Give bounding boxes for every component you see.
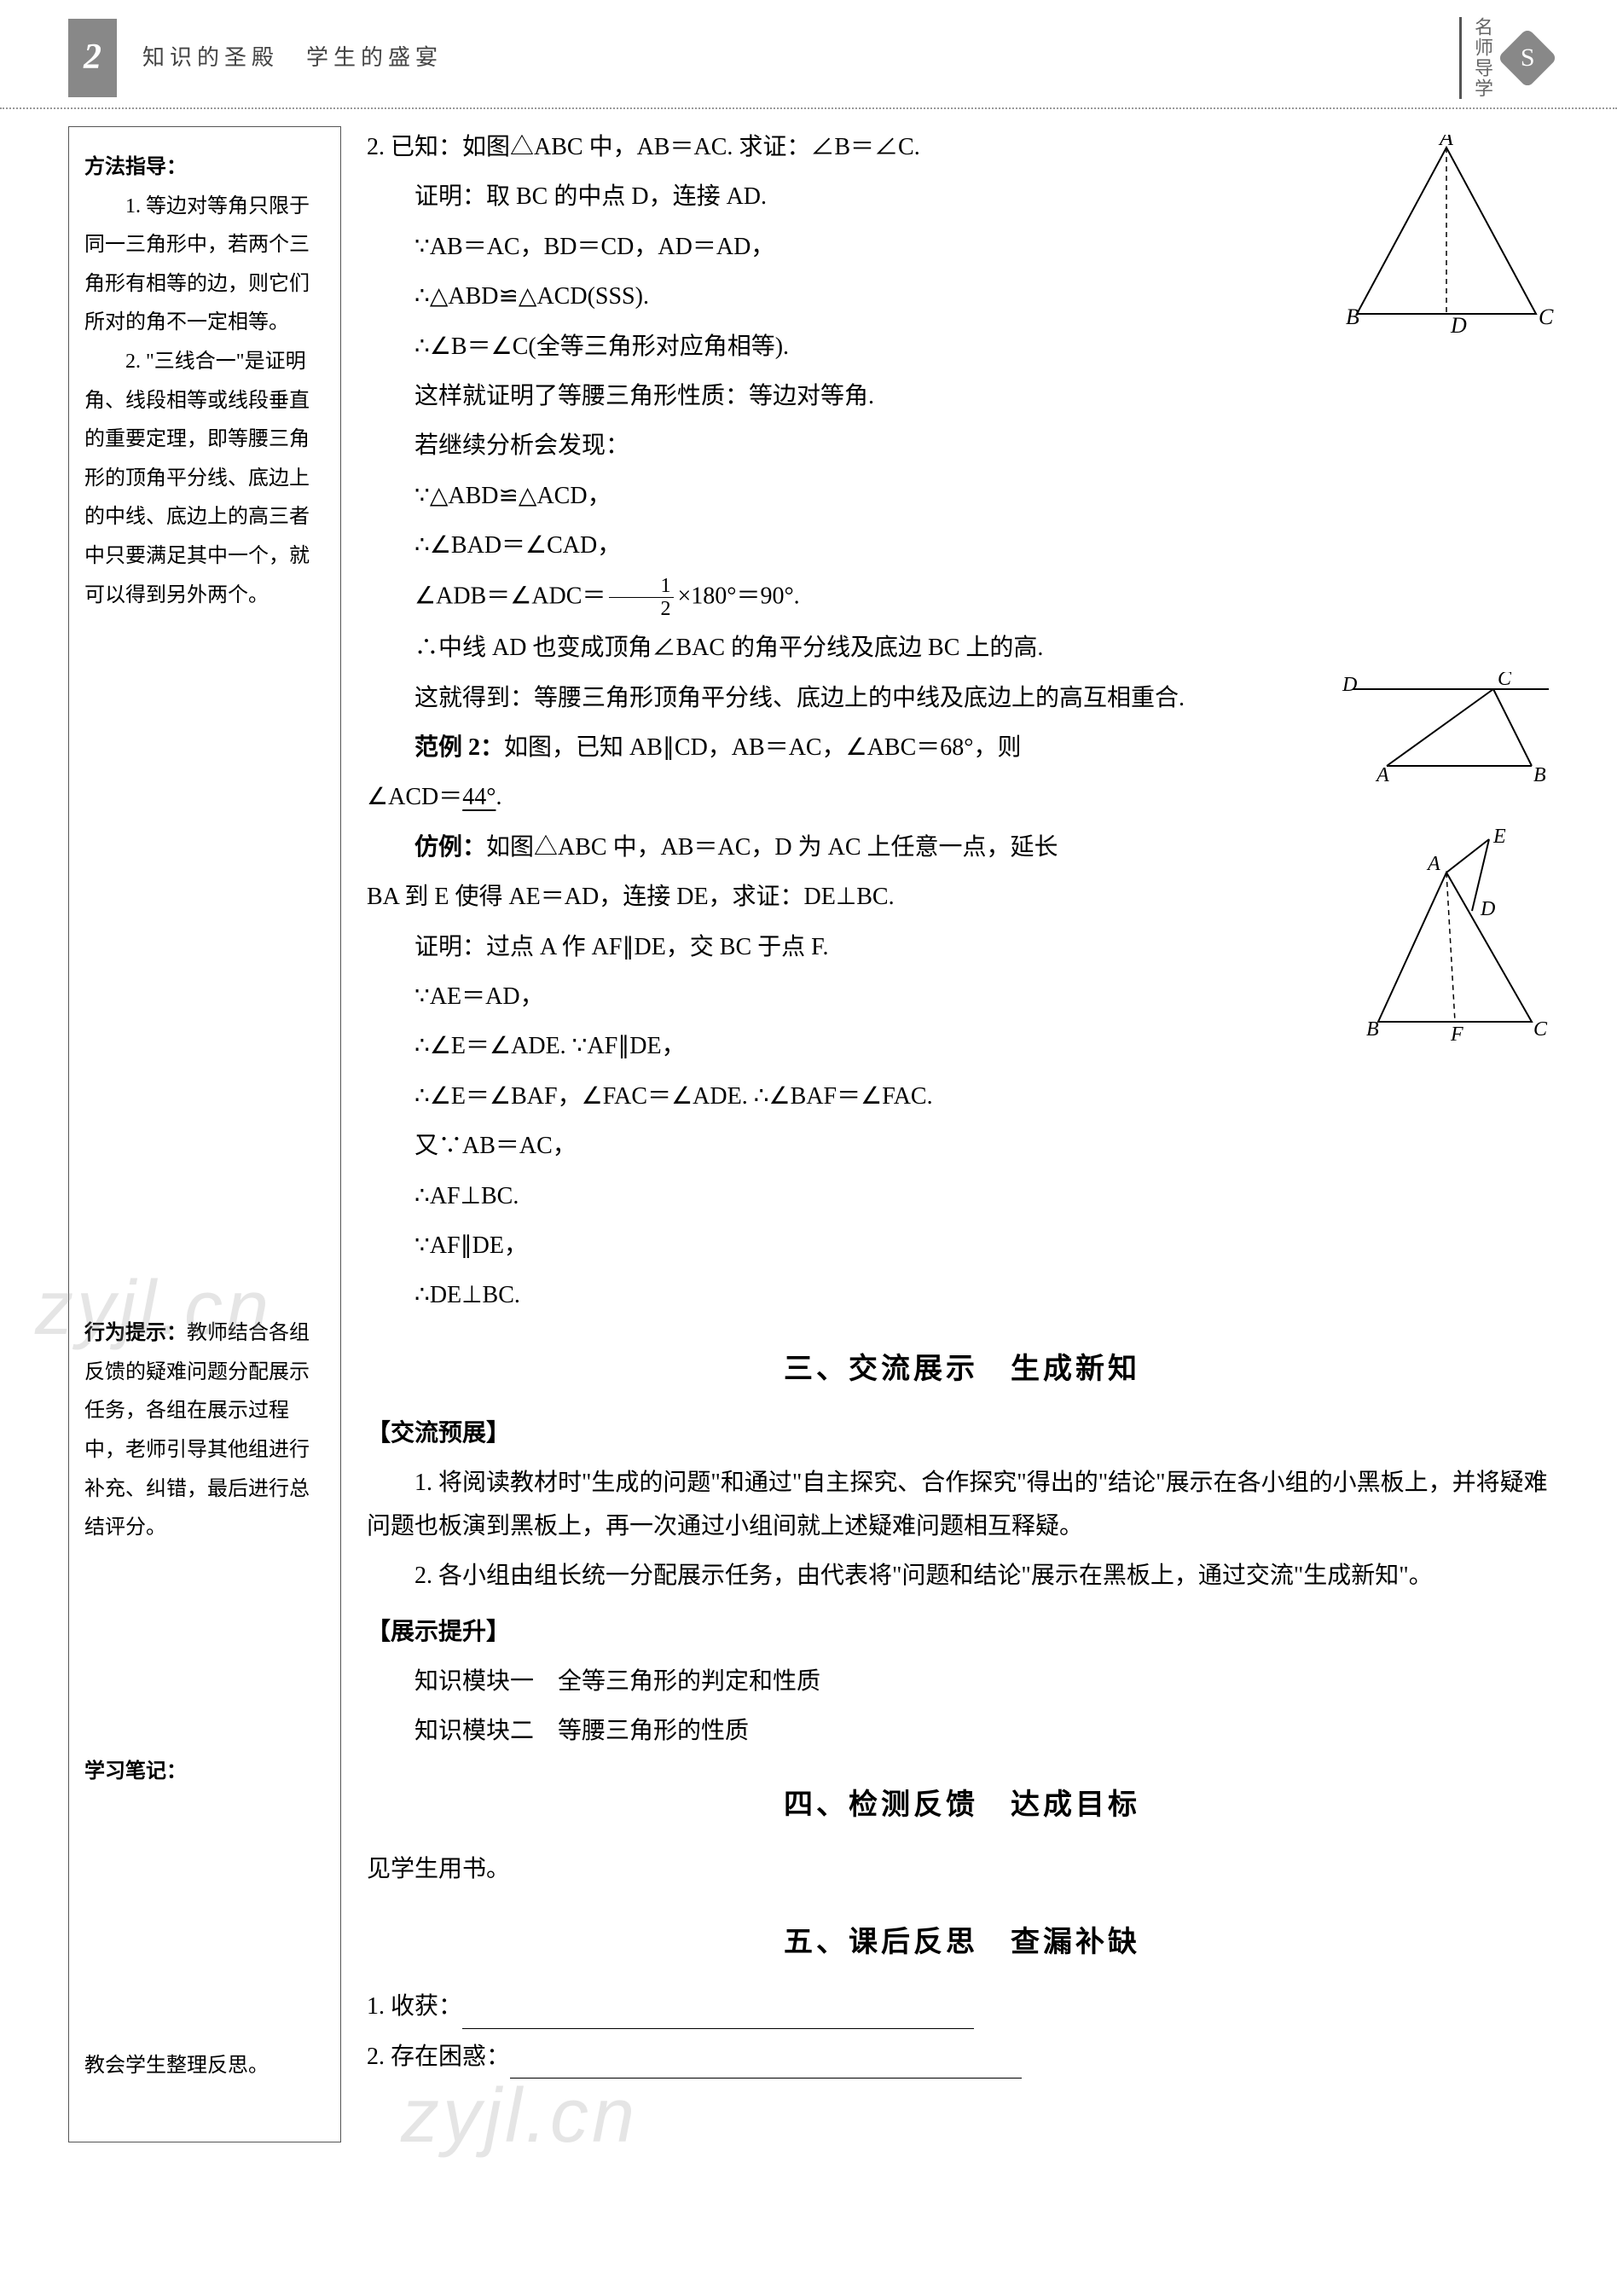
harvest-line: 1. 收获： [367, 1986, 1557, 2028]
behavior-title: 行为提示： [84, 1322, 187, 1344]
im-l5: ∴AF⊥BC. [367, 1175, 1319, 1218]
svg-text:D: D [1450, 313, 1467, 338]
q2-line3: ∴∠B＝∠C(全等三角形对应角相等). [367, 326, 1319, 368]
q2-proof-start: 证明：取 BC 的中点 D，连接 AD. [367, 176, 1319, 218]
behavior-text: 教师结合各组反馈的疑难问题分配展示任务，各组在展示过程中，老师引导其他组进行补充… [84, 1322, 310, 1539]
q2-line8: ∴中线 AD 也变成顶角∠BAC 的角平分线及底边 BC 上的高. [367, 627, 1319, 670]
harvest-blank[interactable] [462, 2005, 974, 2029]
svg-text:D: D [1342, 674, 1357, 696]
sec4-text: 见学生用书。 [367, 1848, 1557, 1891]
q2-line2: ∴△ABD≌△ACD(SSS). [367, 275, 1319, 318]
logo-text: 名师导学 [1459, 17, 1499, 99]
method-2: 2. "三线合一"是证明角、线段相等或线段垂直的重要定理，即等腰三角形的顶角平分… [84, 343, 325, 615]
svg-text:C: C [1498, 672, 1512, 690]
preview-title: 【交流预展】 [367, 1412, 1557, 1455]
q2-line6: ∴∠BAD＝∠CAD， [367, 525, 1319, 567]
preview-1: 1. 将阅读教材时"生成的问题"和通过"自主探究、合作探究"得出的"结论"展示在… [367, 1462, 1557, 1548]
sidebar: zyjl.cn 方法指导： 1. 等边对等角只限于同一三角形中，若两个三角形有相… [68, 126, 341, 2142]
module-1: 知识模块一 全等三角形的判定和性质 [367, 1661, 1557, 1703]
q2-line4: 这样就证明了等腰三角形性质：等边对等角. [367, 375, 1319, 418]
figure-triangle-extended: A E D B C F [1361, 826, 1557, 1047]
sidebar-reflect: 教会学生整理反思。 [84, 2047, 325, 2086]
notes-title: 学习笔记： [84, 1760, 187, 1783]
im-l7: ∴DE⊥BC. [367, 1274, 1319, 1317]
logo-icon: S [1498, 28, 1558, 89]
svg-text:A: A [1375, 764, 1389, 783]
example2-answer: 44° [462, 784, 496, 810]
svg-text:D: D [1480, 898, 1495, 920]
svg-text:A: A [1438, 135, 1453, 150]
im-l4: 又∵AB＝AC， [367, 1125, 1319, 1168]
svg-text:B: B [1346, 304, 1359, 329]
method-title: 方法指导： [84, 156, 187, 178]
example2: 范例 2：如图，已知 AB∥CD，AB＝AC，∠ABC＝68°，则 [367, 727, 1319, 769]
svg-text:F: F [1450, 1023, 1463, 1046]
svg-text:B: B [1533, 764, 1546, 783]
example2-line2: ∠ACD＝44°. [367, 776, 1557, 819]
header-subtitle: 知识的圣殿 学生的盛宴 [142, 38, 443, 78]
figure-triangle-abc: A B C D [1336, 135, 1557, 339]
method-1: 1. 等边对等角只限于同一三角形中，若两个三角形有相等的边，则它们所对的角不一定… [84, 188, 325, 343]
section-3-title: 三、交流展示 生成新知 [367, 1343, 1557, 1395]
header-left: 2 知识的圣殿 学生的盛宴 [68, 19, 443, 97]
module-2: 知识模块二 等腰三角形的性质 [367, 1710, 1557, 1753]
q2-heading: 2. 已知：如图△ABC 中，AB＝AC. 求证：∠B＝∠C. [367, 126, 1319, 169]
section-5-title: 五、课后反思 查漏补缺 [367, 1916, 1557, 1968]
q2-continue: 若继续分析会发现： [367, 425, 1319, 467]
content: zyjl.cn 方法指导： 1. 等边对等角只限于同一三角形中，若两个三角形有相… [0, 109, 1617, 2160]
q2-line7: ∠ADB＝∠ADC＝12×180°＝90°. [367, 575, 1319, 621]
page-number: 2 [68, 19, 117, 97]
im-l2: ∴∠E＝∠ADE. ∵AF∥DE， [367, 1025, 1319, 1068]
svg-text:E: E [1492, 826, 1506, 848]
im-l3: ∴∠E＝∠BAF，∠FAC＝∠ADE. ∴∠BAF＝∠FAC. [367, 1076, 1319, 1118]
sidebar-notes: 学习笔记： [84, 1753, 325, 1792]
svg-text:A: A [1426, 853, 1440, 875]
q2-line5: ∵△ABD≌△ACD， [367, 475, 1319, 518]
sidebar-method: 方法指导： 1. 等边对等角只限于同一三角形中，若两个三角形有相等的边，则它们所… [84, 148, 325, 615]
svg-text:C: C [1533, 1018, 1548, 1041]
upgrade-title: 【展示提升】 [367, 1611, 1557, 1654]
imitate: 仿例：如图△ABC 中，AB＝AC，D 为 AC 上任意一点，延长 [367, 826, 1319, 869]
figure-trapezoid: D C A B [1336, 672, 1557, 783]
svg-text:B: B [1366, 1018, 1379, 1041]
confusion-line: 2. 存在困惑： [367, 2036, 1557, 2079]
reflection-text: 教会学生整理反思。 [84, 2047, 325, 2086]
section-4-title: 四、检测反馈 达成目标 [367, 1779, 1557, 1831]
main-content: zyjl.cn A B C D D C A B [367, 126, 1566, 2142]
im-l6: ∵AF∥DE， [367, 1225, 1319, 1267]
sidebar-behavior: 行为提示：教师结合各组反馈的疑难问题分配展示任务，各组在展示过程中，老师引导其他… [84, 1314, 325, 1548]
q2-line9: 这就得到：等腰三角形顶角平分线、底边上的中线及底边上的高互相重合. [367, 677, 1319, 720]
q2-line1: ∵AB＝AC，BD＝CD，AD＝AD， [367, 226, 1319, 269]
im-l1: ∵AE＝AD， [367, 976, 1319, 1018]
confusion-blank[interactable] [510, 2055, 1022, 2079]
imitate-proof: 证明：过点 A 作 AF∥DE，交 BC 于点 F. [367, 926, 1319, 969]
preview-2: 2. 各小组由组长统一分配展示任务，由代表将"问题和结论"展示在黑板上，通过交流… [367, 1555, 1557, 1597]
svg-text:C: C [1539, 304, 1554, 329]
header-logo: 名师导学 S [1459, 17, 1549, 99]
page-header: 2 知识的圣殿 学生的盛宴 名师导学 S [0, 0, 1617, 109]
